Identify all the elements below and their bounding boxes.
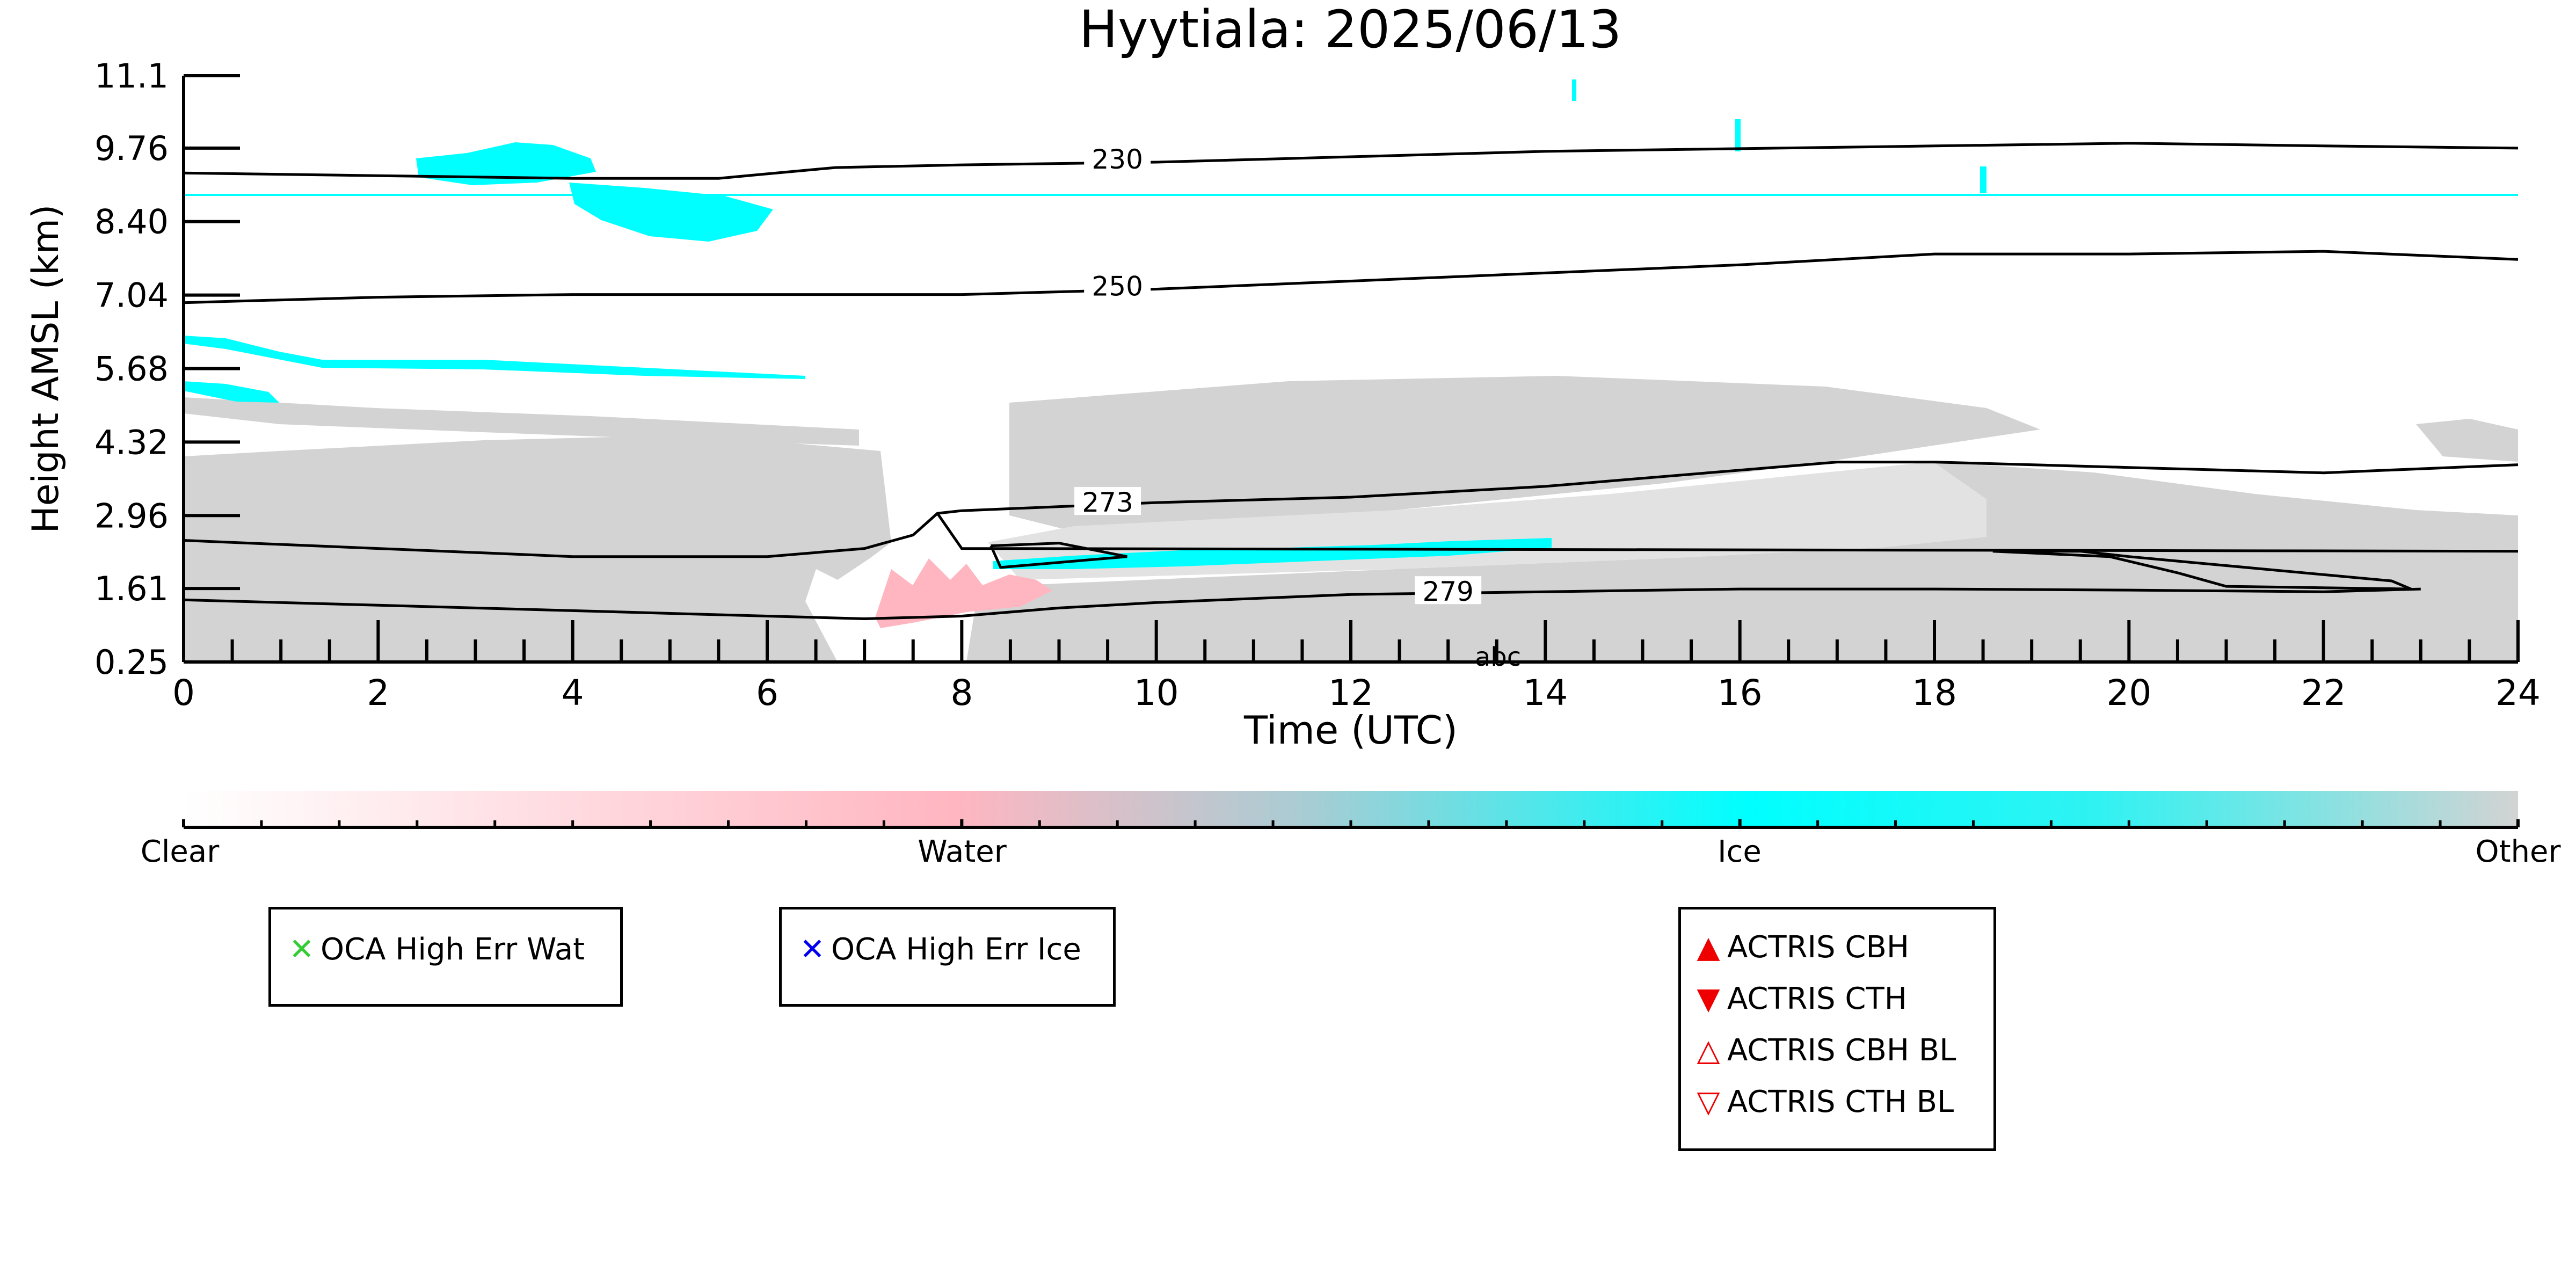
- ice-echo-region: [993, 538, 1552, 569]
- y-tick-label: 2.96: [94, 496, 169, 535]
- temperature-contour-line: [1992, 550, 2412, 591]
- x-tick-label: 22: [2301, 672, 2346, 714]
- ice-echo-streak: [1980, 166, 1986, 193]
- x-tick-label: 0: [172, 672, 195, 714]
- contour-label: 273: [1082, 487, 1133, 518]
- temperature-contour-line: [989, 542, 1127, 569]
- ice-echo-line: [184, 194, 2518, 196]
- legend-oca-ice: ✕ OCA High Err Ice: [779, 907, 1116, 1007]
- x-tick-label: 10: [1134, 672, 1179, 714]
- ice-echo-streak: [1572, 79, 1576, 101]
- legend-label: OCA High Err Wat: [321, 932, 585, 967]
- other-echo-region: [966, 462, 2518, 662]
- y-tick-label: 0.25: [94, 643, 169, 682]
- x-tick-label: 14: [1523, 672, 1568, 714]
- y-axis-ticks: 0.25 1.61 2.96 4.32 5.68 7.04 8.40 9.76 11.1: [94, 56, 240, 682]
- temperature-contours: [184, 142, 2518, 621]
- x-tick-label: 16: [1718, 672, 1763, 714]
- x-tick-label: 8: [950, 672, 973, 714]
- x-tick-label: 2: [367, 672, 389, 714]
- x-axis-ticks: 0 2 4 6 8 10 12 14 16 18 20 22 24: [172, 620, 2541, 714]
- x-tick-label: 12: [1328, 672, 1373, 714]
- y-axis-label: Height AMSL (km): [25, 205, 67, 534]
- chart-title: Hyytiala: 2025/06/13: [1079, 0, 1622, 60]
- y-tick-label: 8.40: [94, 202, 169, 242]
- ice-echo-region: [569, 183, 773, 242]
- ice-echo-region: [184, 336, 805, 379]
- x-tick-label: 6: [756, 672, 778, 714]
- ice-echo-region: [416, 142, 596, 185]
- triangle-up-filled-icon: ▲: [1697, 929, 1720, 965]
- x-tick-label: 20: [2106, 672, 2151, 714]
- legend-label: ACTRIS CBH: [1727, 930, 1910, 965]
- triangle-down-filled-icon: ▼: [1697, 981, 1720, 1016]
- contour-label-bg: [1084, 144, 1151, 172]
- legend-label: ACTRIS CTH: [1727, 981, 1907, 1016]
- contour-label-bg: [1084, 271, 1151, 299]
- y-tick-label: 7.04: [94, 276, 169, 315]
- legend-oca-water: ✕ OCA High Err Wat: [268, 907, 623, 1007]
- legend-label: OCA High Err Ice: [831, 932, 1081, 967]
- y-tick-label: 4.32: [94, 423, 169, 462]
- colorbar-ticks: [182, 819, 2520, 827]
- other-echo-region: [184, 435, 891, 662]
- x-tick-label: 18: [1912, 672, 1957, 714]
- contour-labels: 230 250 273 279: [1074, 144, 1482, 607]
- x-axis-label: Time (UTC): [1243, 708, 1458, 753]
- legend-label: ACTRIS CBH BL: [1727, 1033, 1956, 1068]
- colorbar-label-other: Other: [2475, 834, 2561, 869]
- other-echo-region: [184, 397, 859, 446]
- cross-icon: ✕: [799, 932, 825, 967]
- y-tick-label: 11.1: [94, 56, 169, 96]
- triangle-up-outline-icon: △: [1697, 1032, 1720, 1068]
- colorbar-label-water: Water: [918, 834, 1007, 869]
- contour-label: 279: [1422, 576, 1473, 607]
- contour-label-bg: [1415, 576, 1482, 605]
- water-echo-region: [875, 558, 1052, 628]
- contour-label: 230: [1091, 144, 1143, 175]
- x-tick-label: 24: [2495, 672, 2541, 714]
- legend-actris: ▲ ACTRIS CBH ▼ ACTRIS CTH △ ACTRIS CBH B…: [1678, 907, 1996, 1151]
- ice-echo-region: [184, 381, 279, 403]
- plot-area: [184, 79, 2518, 662]
- temperature-contour-line: [184, 461, 2518, 558]
- x-tick-label: 4: [562, 672, 584, 714]
- other-echo-region: [2416, 419, 2518, 462]
- colorbar-label-clear: Clear: [141, 834, 220, 869]
- triangle-down-outline-icon: ▽: [1697, 1084, 1720, 1119]
- y-tick-label: 5.68: [94, 349, 169, 388]
- colorbar-label-ice: Ice: [1718, 834, 1762, 869]
- temperature-contour-line: [184, 142, 2518, 180]
- legend-label: ACTRIS CTH BL: [1727, 1085, 1954, 1119]
- other-echo-region: [1009, 376, 2040, 532]
- temperature-contour-line: [936, 512, 2518, 553]
- y-tick-label: 9.76: [94, 129, 169, 168]
- ice-echo-streak: [1735, 119, 1741, 151]
- cross-icon: ✕: [289, 932, 315, 967]
- temperature-contour-line: [184, 250, 2518, 304]
- contour-label: 250: [1091, 271, 1143, 302]
- y-tick-label: 1.61: [94, 569, 169, 608]
- temperature-contour-line: [184, 587, 2421, 621]
- contour-label-bg: [1074, 487, 1141, 515]
